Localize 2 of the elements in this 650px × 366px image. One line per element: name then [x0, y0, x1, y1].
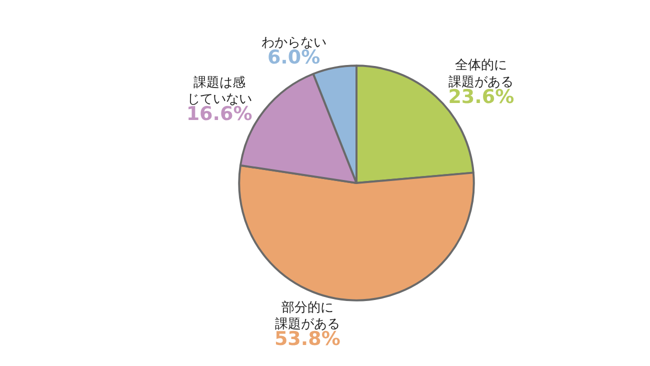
slice-label: 部分的に課題がある — [274, 300, 340, 332]
slice-label: 課題は感じていない — [186, 75, 252, 108]
